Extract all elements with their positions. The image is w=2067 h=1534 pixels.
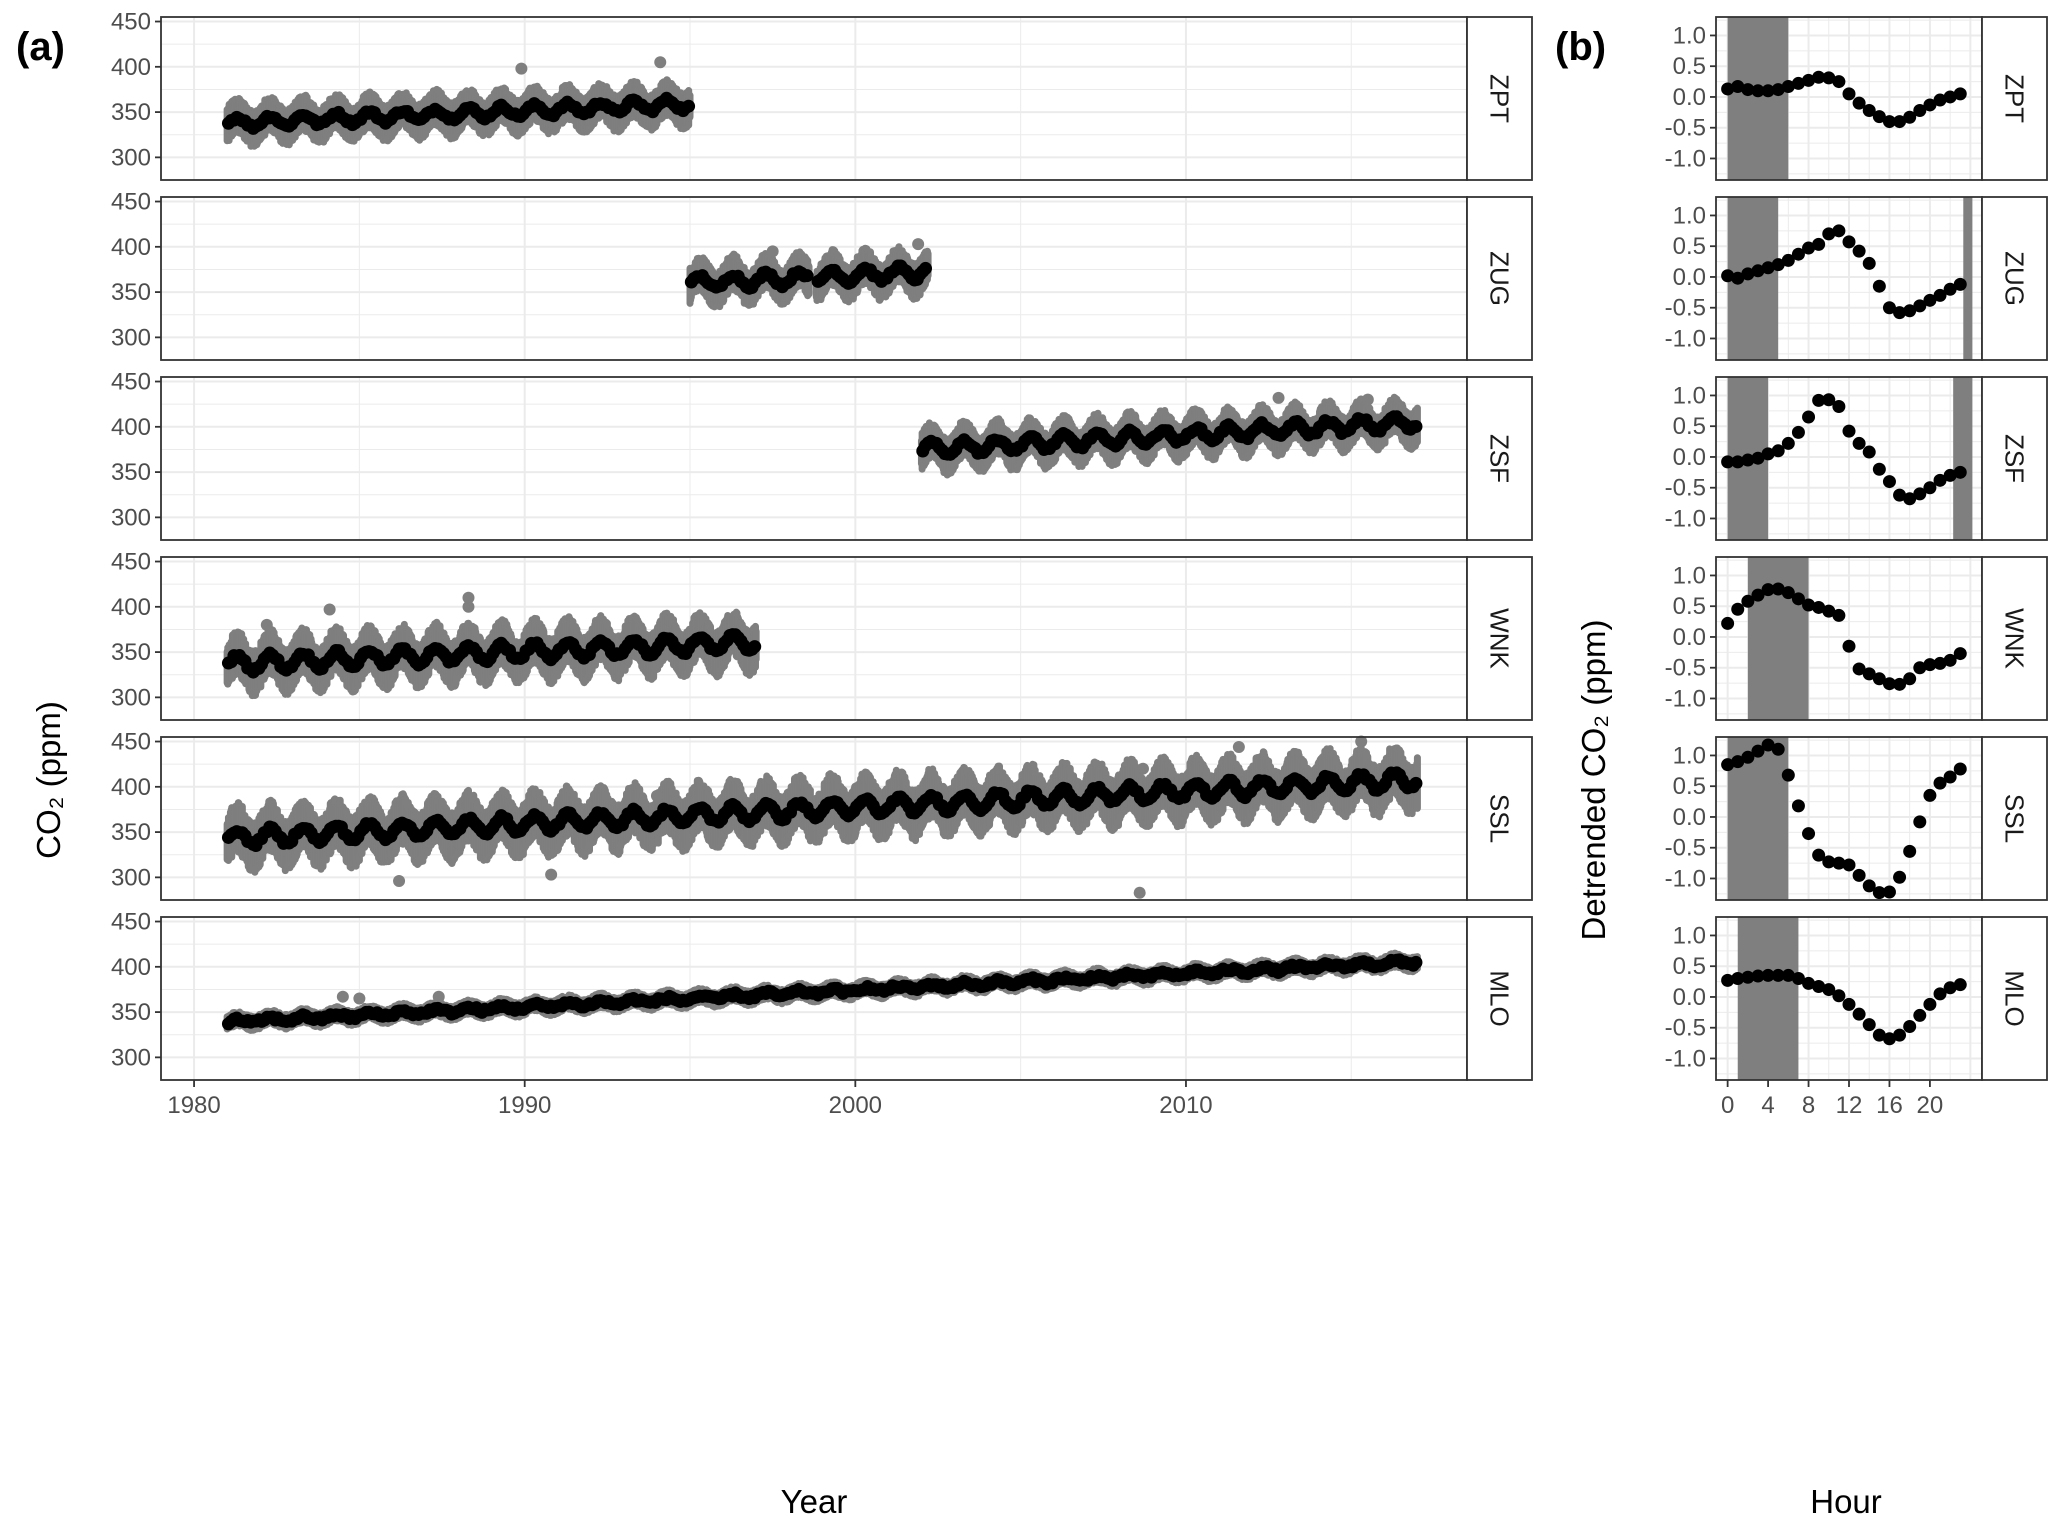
y-tick-label: 450 [111,549,151,576]
hourly-outlier [1361,393,1374,406]
monthly-point [682,99,696,113]
grid-a-zsf [161,377,1467,541]
y-tick-label: 400 [111,54,151,81]
series-hourly-zpt [223,56,694,150]
hourly-outlier [912,238,925,251]
strip-box [1466,16,1533,181]
strip-label: ZUG [1485,251,1515,306]
grid-a-zug [161,197,1467,361]
monthly-point [1409,419,1423,433]
y-tick-label: 400 [111,234,151,261]
y-tick-label: 350 [111,99,151,126]
facet-a-zug: ZUG 300 350 400 450 [111,189,1533,361]
panel-border [160,16,1468,181]
y-tick-label: 450 [111,9,151,36]
series-monthly-zug [684,259,933,295]
monthly-point [919,261,933,275]
panel-a: ZPT 300 350 400 450 ZUG 300 350 400 450 ZSF 300 350 4… [111,9,1533,1119]
panel-border [160,376,1468,541]
strip-box [1466,556,1533,721]
series-monthly-zsf [916,410,1423,461]
y-tick-label: 350 [111,639,151,666]
y-tick-label: 350 [111,459,151,486]
hourly-outlier [766,245,779,258]
monthly-point [748,640,762,654]
panel-label-b: (b) [1555,25,1606,69]
hourly-outlier [1272,391,1285,404]
strip-box [1466,196,1533,361]
facet-a-zpt: ZPT 300 350 400 450 [111,9,1533,181]
hourly-outlier [462,591,475,604]
y-tick-label: 400 [111,414,151,441]
grid-a-wnk [161,557,1467,721]
y-tick-label: 450 [111,189,151,216]
y-tick-label: 300 [111,504,151,531]
y-tick-label: 300 [111,684,151,711]
hourly-outlier [515,62,528,75]
series-monthly-zpt [221,91,696,135]
hourly-outlier [260,618,273,631]
strip-box [1466,376,1533,541]
grid-a-zpt [161,17,1467,181]
hourly-outlier [654,56,667,69]
y-tick-label: 350 [111,279,151,306]
facet-a-wnk: WNK 300 350 400 450 [111,549,1533,721]
y-tick-label: 400 [111,594,151,621]
strip-label: ZPT [1485,74,1515,123]
y-tick-label: 450 [111,369,151,396]
panel-border [160,556,1468,721]
monthly-point [800,269,814,283]
facet-a-zsf: ZSF 300 350 400 450 [111,369,1533,541]
series-monthly-wnk [221,628,762,679]
y-tick-label: 300 [111,324,151,351]
hourly-outlier [323,603,336,616]
strip-label: ZSF [1485,434,1515,483]
panel-label-a: (a) [16,25,65,69]
strip-label: WNK [1485,608,1515,669]
y-tick-label: 300 [111,144,151,171]
hourly-outlier [462,600,475,613]
